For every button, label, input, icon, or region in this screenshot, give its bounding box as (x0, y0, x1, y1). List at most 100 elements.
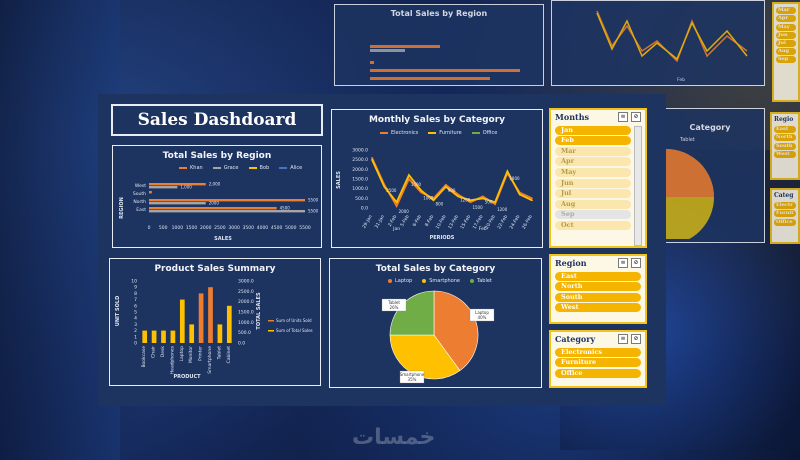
region-slicer[interactable]: Region ≡ ⊘ East North South West (549, 254, 647, 324)
slicer-item-feb[interactable]: Feb (555, 136, 631, 146)
category-slicer-header: Category ≡ ⊘ (551, 332, 645, 346)
multi-select-icon[interactable]: ≡ (618, 112, 628, 122)
bg-line (596, 12, 748, 61)
slicer-item-jan[interactable]: Jan (555, 125, 631, 135)
data-point (420, 189, 423, 192)
x-tick-label: 15-Feb (459, 214, 472, 230)
multi-select-icon[interactable]: ≡ (618, 258, 628, 268)
multi-select-icon[interactable]: ≡ (618, 334, 628, 344)
data-label: 900 (448, 188, 456, 193)
slicer-item-jun[interactable]: Jun (555, 178, 631, 188)
x-tick-label: 22-Feb (496, 214, 509, 230)
slicer-item-west[interactable]: West (555, 303, 641, 313)
series-line (371, 159, 533, 204)
clear-filter-icon[interactable]: ⊘ (631, 334, 641, 344)
x-tick-label: 1500 (186, 225, 198, 231)
slicer-item-south[interactable]: South (555, 292, 641, 302)
slicer-item-north[interactable]: North (555, 282, 641, 292)
bg-slicer-item: Mar (776, 7, 796, 15)
x-tick-label: Smartphone (207, 346, 213, 374)
category-chart-title: Total Sales by Category (375, 264, 496, 274)
slicer-item-mar[interactable]: Mar (555, 146, 631, 156)
bg-bar (370, 69, 520, 72)
slicer-item-jul[interactable]: Jul (555, 189, 631, 199)
slicer-item-may[interactable]: May (555, 167, 631, 177)
data-point (395, 201, 398, 203)
y-tick-label: 2 (134, 328, 137, 334)
bg-region-title: Total Sales by Region (390, 9, 488, 18)
month-slicer-scrollbar[interactable] (634, 126, 642, 246)
monthly-chart-plot: SALES 3000.0 2500.0 2000.0 1500.0 1000.0 500.0… (336, 148, 534, 242)
bar (170, 330, 176, 343)
x-tick-label: Laptop (179, 346, 185, 362)
x-tick-label: 4000 (257, 225, 269, 231)
y-tick-label: 6 (134, 303, 137, 309)
bg-region-svg (370, 45, 520, 80)
clear-filter-icon[interactable]: ⊘ (631, 112, 641, 122)
slicer-item-oct[interactable]: Oct (555, 220, 631, 230)
x-tick-label: 29-Jan (361, 214, 374, 230)
y-tick-label: 3 (134, 322, 137, 328)
slicer-item-furniture[interactable]: Furniture (555, 358, 641, 368)
slice-label-pct: 35% (408, 377, 417, 382)
y-tick-label: 500.0 (355, 196, 368, 202)
region-slicer-title: Region (555, 258, 587, 268)
slicer-item-aug[interactable]: Aug (555, 199, 631, 209)
y-tick-label: 2500.0 (352, 157, 368, 163)
region-chart-title: Total Sales by Region (162, 151, 272, 161)
category-slicer-list: Electronics Furniture Office (551, 347, 645, 378)
data-point (531, 197, 533, 200)
bg-category-pie (656, 149, 714, 239)
data-point (445, 184, 447, 186)
bar (149, 207, 277, 210)
product-chart[interactable]: Product Sales Summary UNIT SOLD 10 9 8 7 6 5 4 3… (109, 258, 321, 386)
legend-item: Khan (179, 165, 203, 171)
data-point (457, 195, 459, 198)
legend-item: Bob (248, 165, 269, 171)
region-chart[interactable]: Total Sales by Region Khan Grace Bob Ali… (112, 145, 322, 248)
data-label: 1500 (411, 182, 422, 187)
category-chart[interactable]: Total Sales by Category Laptop Smartphon… (329, 258, 542, 388)
pie-slice (389, 290, 435, 336)
product-chart-title: Product Sales Summary (154, 264, 276, 274)
x-axis-label: SALES (214, 236, 232, 242)
slicer-item-east[interactable]: East (555, 271, 641, 281)
legend-swatch (268, 330, 274, 332)
region-chart-plot: REGION West 2,000 1,000 South North 5500 2000 Ea… (119, 181, 319, 242)
legend-label: Sum of Total Sales (276, 328, 313, 333)
month-slicer-title: Months (555, 112, 590, 122)
y2-tick-label: 0.0 (238, 341, 245, 347)
slicer-item-electronics[interactable]: Electronics (555, 347, 641, 357)
y-tick-label: 10 (131, 279, 137, 285)
clear-filter-icon[interactable]: ⊘ (631, 258, 641, 268)
monthly-chart[interactable]: Monthly Sales by Category Electronics Fu… (331, 109, 543, 248)
series-line (371, 157, 533, 209)
bg-slicer-item: Office (774, 218, 796, 226)
slicer-item-apr[interactable]: Apr (555, 157, 631, 167)
bg-region-list: East North South West (772, 126, 798, 158)
x-tick-label: 4500 (271, 225, 283, 231)
x-axis-label: PERIODS (430, 235, 455, 241)
data-point (481, 195, 484, 198)
bg-category-slicer: Categ Electr Furnit Office (770, 188, 800, 244)
data-label: 5500 (308, 208, 319, 213)
month-slicer[interactable]: Months ≡ ⊘ Jan Feb Mar Apr May Jun Jul Aug Sep Oct (549, 108, 647, 248)
slicer-item-sep[interactable]: Sep (555, 210, 631, 220)
bar (149, 210, 305, 213)
category-slicer[interactable]: Category ≡ ⊘ Electronics Furniture Office (549, 330, 647, 388)
slice-label-box (469, 308, 495, 322)
slicer-item-office[interactable]: Office (555, 368, 641, 378)
bar (149, 202, 206, 205)
y2-tick-label: 1500.0 (238, 310, 254, 316)
bar (161, 330, 166, 343)
slice-label-name: Laptop (475, 310, 489, 315)
region-legend: Khan Grace Bob Alice (179, 165, 302, 171)
bg-slice (666, 197, 714, 239)
x-tick-label: Chair (151, 346, 157, 358)
x-tick-label: 5000 (285, 225, 297, 231)
bg-region-slicer-title: Regio (774, 116, 794, 123)
bg-slicer-item: Furnit (774, 210, 796, 218)
